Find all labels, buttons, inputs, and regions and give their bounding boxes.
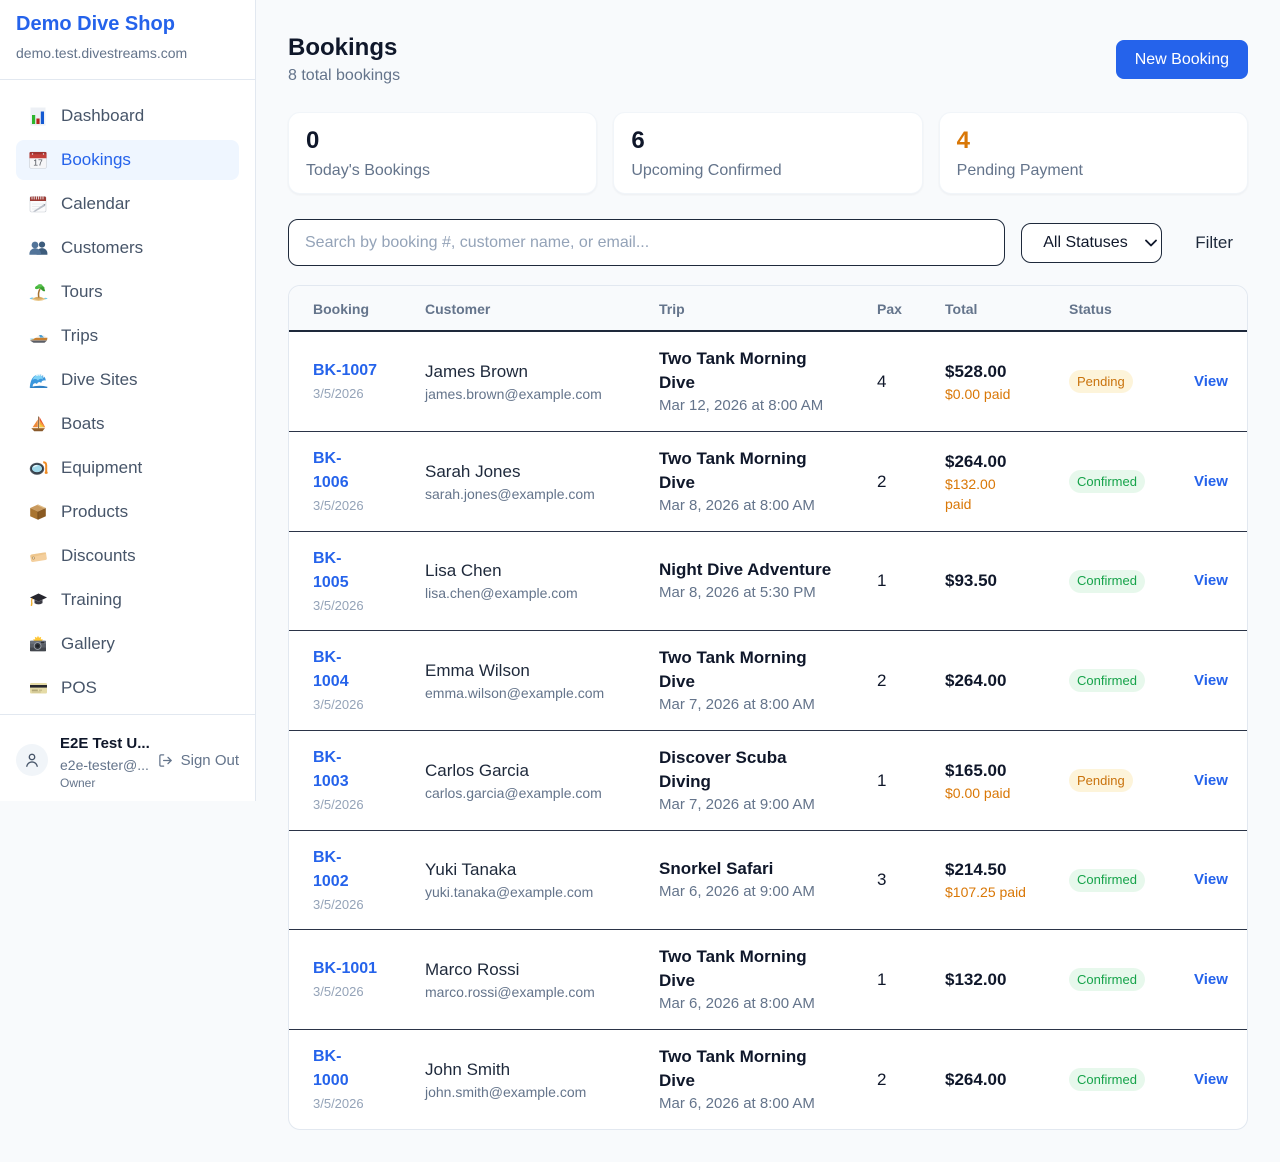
svg-text:17: 17 bbox=[33, 158, 43, 168]
